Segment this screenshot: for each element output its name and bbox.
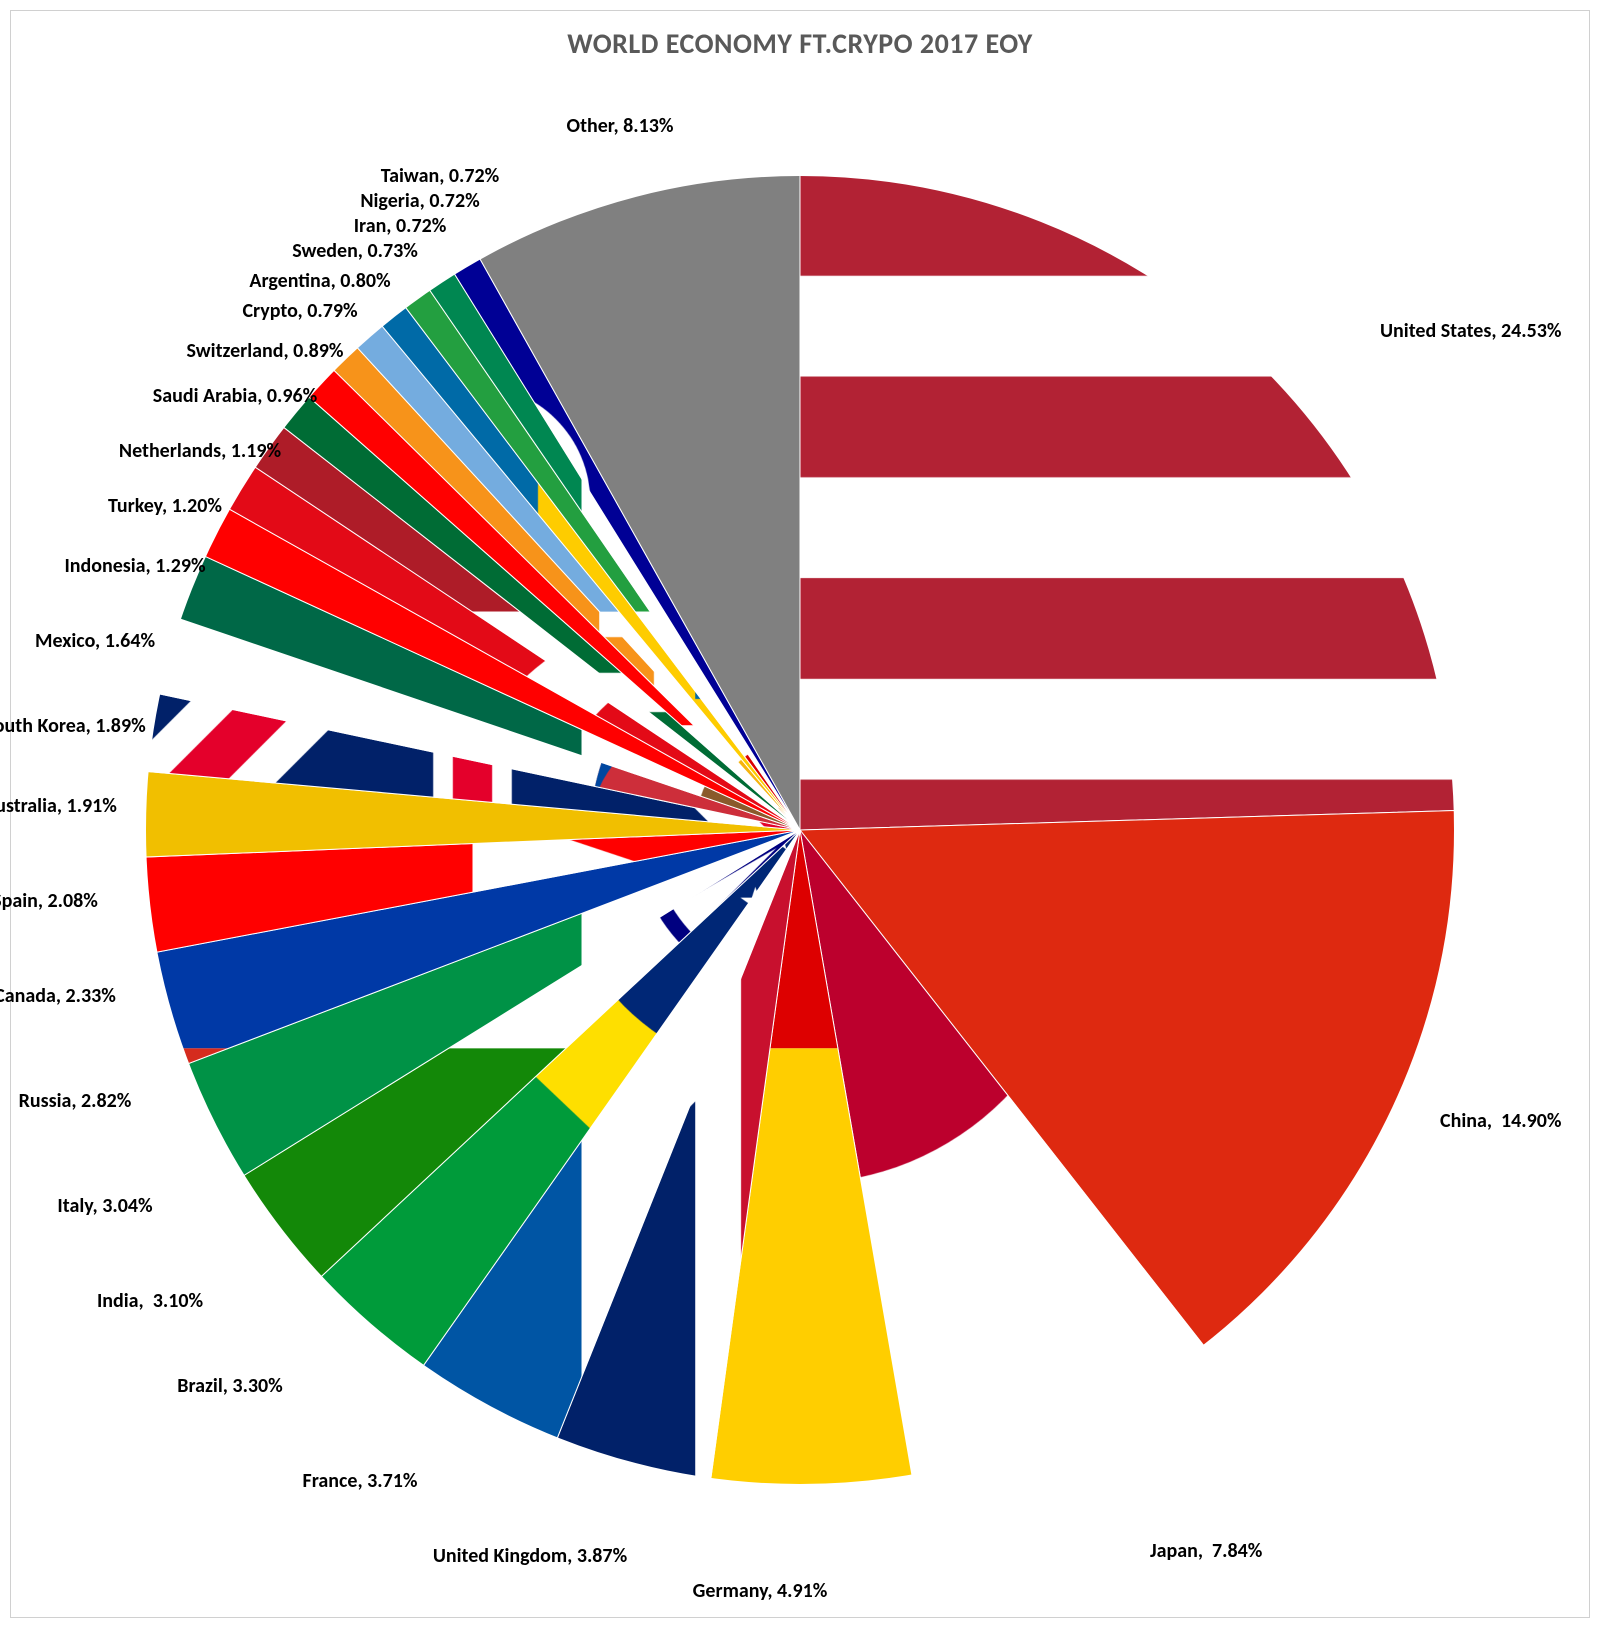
- slice-label: Indonesia, 1.29%: [64, 555, 205, 577]
- slice-label: United Kingdom, 3.87%: [433, 1545, 627, 1567]
- slice-label: South Korea, 1.89%: [0, 715, 146, 737]
- slice-label: Saudi Arabia, 0.96%: [153, 385, 317, 407]
- slice-label: Italy, 3.04%: [57, 1195, 152, 1217]
- slice-label: Mexico, 1.64%: [35, 630, 155, 652]
- slice-label: Spain, 2.08%: [0, 890, 98, 912]
- slice-label: Iran, 0.72%: [354, 215, 447, 237]
- slice-label: Nigeria, 0.72%: [360, 190, 479, 212]
- slice-label: Other, 8.13%: [567, 115, 674, 137]
- slice-label: Argentina, 0.80%: [249, 270, 390, 292]
- slice-label: Germany, 4.91%: [693, 1580, 828, 1602]
- pie-labels-layer: United States, 24.53% China, 14.90% Japan,…: [0, 0, 1600, 1628]
- slice-label: Switzerland, 0.89%: [186, 340, 343, 362]
- slice-label: Turkey, 1.20%: [108, 495, 222, 517]
- slice-label: Taiwan, 0.72%: [381, 165, 499, 187]
- slice-label: Russia, 2.82%: [19, 1090, 132, 1112]
- slice-label: Japan, 7.84%: [1150, 1540, 1262, 1562]
- slice-label: Crypto, 0.79%: [242, 300, 357, 322]
- slice-label: Brazil, 3.30%: [177, 1375, 283, 1397]
- slice-label: Australia, 1.91%: [0, 795, 117, 817]
- slice-label: France, 3.71%: [303, 1470, 418, 1492]
- slice-label: Canada, 2.33%: [0, 985, 116, 1007]
- slice-label: Sweden, 0.73%: [292, 240, 418, 262]
- slice-label: India, 3.10%: [97, 1290, 203, 1312]
- slice-label: China, 14.90%: [1440, 1110, 1562, 1132]
- slice-label: United States, 24.53%: [1380, 320, 1561, 342]
- slice-label: Netherlands, 1.19%: [119, 440, 281, 462]
